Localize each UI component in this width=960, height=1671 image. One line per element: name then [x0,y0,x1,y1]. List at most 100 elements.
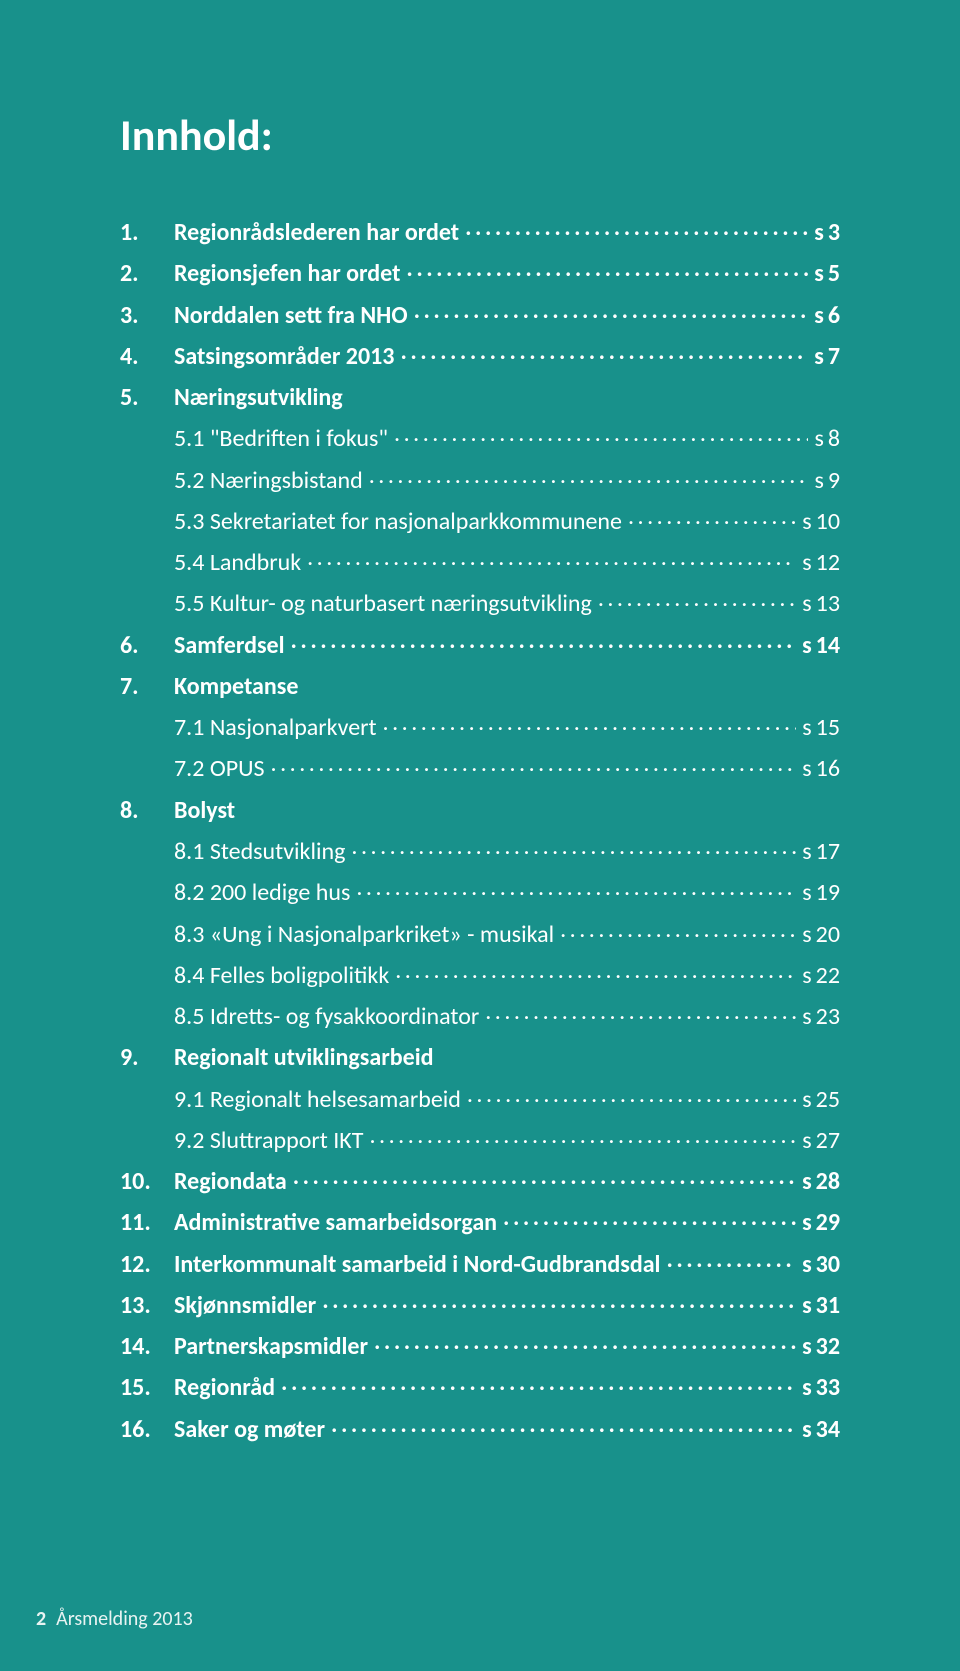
footer-text: Årsmelding 2013 [56,1607,193,1631]
toc-entry: 5.4 Landbruk s12 [120,542,840,583]
page-prefix: s [814,336,824,377]
toc-entry-page: s34 [802,1409,840,1450]
toc-entry-page-number: 19 [816,872,840,913]
document-page: Innhold: 1.Regionrådslederen har ordets3… [0,0,960,1671]
toc-entry-page: s13 [802,583,840,624]
toc-entry-number: 11. [120,1202,174,1243]
toc-entry-label: Saker og møter [174,1409,325,1450]
toc-entry-label: Norddalen sett fra NHO [174,295,408,336]
toc-entry-page-number: 13 [816,583,840,624]
toc-entry-page: s14 [802,625,840,666]
toc-leader-dots [467,1083,796,1107]
toc-entry-page: s6 [814,295,840,336]
toc-leader-dots [598,587,796,611]
toc-entry: 5.3 Sekretariatet for nasjonalparkkommun… [120,501,840,542]
page-title: Innhold: [120,108,840,162]
table-of-contents: 1.Regionrådslederen har ordets32.Regions… [120,212,840,1450]
toc-entry-page: s16 [802,748,840,789]
toc-leader-dots [271,752,797,776]
page-prefix: s [802,501,811,542]
toc-entry-number: 4. [120,336,174,377]
toc-entry-page-number: 31 [816,1285,840,1326]
toc-entry-page: s12 [802,542,840,583]
toc-entry-page-number: 9 [828,460,840,501]
toc-entry-page-number: 16 [816,748,840,789]
toc-entry-label: Regionråd [174,1367,275,1408]
toc-leader-dots [356,876,796,900]
toc-entry-number: 12. [120,1244,174,1285]
toc-leader-dots [322,1289,796,1313]
toc-entry-page-number: 23 [816,996,840,1037]
toc-entry-page-number: 15 [816,707,840,748]
toc-leader-dots [628,505,796,529]
toc-entry: 16.Saker og møter s34 [120,1409,840,1450]
toc-leader-dots [503,1206,796,1230]
toc-entry: 10.Regiondatas28 [120,1161,840,1202]
toc-entry-number: 15. [120,1367,174,1408]
toc-entry-label: Regionsjefen har ordet [174,253,400,294]
toc-leader-dots [414,299,809,323]
toc-entry-page: s19 [802,872,840,913]
toc-entry: 8.Bolyst [120,790,840,831]
toc-entry: 7.1 Nasjonalparkverts15 [120,707,840,748]
toc-entry-number: 2. [120,253,174,294]
toc-entry: 8.3 «Ung i Nasjonalparkriket» - musikals… [120,914,840,955]
page-prefix: s [802,1244,812,1285]
toc-entry-page-number: 28 [816,1161,840,1202]
toc-entry-page-number: 17 [816,831,840,872]
toc-entry-page-number: 30 [816,1244,840,1285]
toc-entry-page-number: 3 [828,212,840,253]
toc-entry-page-number: 20 [816,914,840,955]
toc-entry: 8.5 Idretts- og fysakkoordinators23 [120,996,840,1037]
toc-entry-page-number: 6 [828,295,840,336]
page-prefix: s [814,212,824,253]
toc-leader-dots [351,835,796,859]
toc-entry-page: s9 [814,460,840,501]
toc-entry-number: 6. [120,625,174,666]
toc-entry: 11.Administrative samarbeidsorgan s29 [120,1202,840,1243]
toc-entry-label: 7.2 OPUS [174,748,265,789]
toc-entry: 7.2 OPUS s16 [120,748,840,789]
toc-entry-label: Regionrådslederen har ordet [174,212,459,253]
toc-entry-page: s22 [802,955,840,996]
toc-entry: 13.Skjønnsmidlers31 [120,1285,840,1326]
toc-leader-dots [281,1371,796,1395]
toc-entry-page-number: 14 [816,625,840,666]
toc-entry-label: 8.4 Felles boligpolitikk [174,955,389,996]
toc-entry: 5.2 Næringsbistands9 [120,460,840,501]
toc-entry: 12.Interkommunalt samarbeid i Nord-Gudbr… [120,1244,840,1285]
toc-entry-page: s27 [802,1120,840,1161]
toc-leader-dots [369,464,809,488]
toc-leader-dots [400,340,808,364]
toc-entry: 7.Kompetanse [120,666,840,707]
toc-entry-page: s15 [802,707,840,748]
toc-entry-number: 16. [120,1409,174,1450]
toc-entry-label: Skjønnsmidler [174,1285,316,1326]
toc-entry-label: Regionalt utviklingsarbeid [174,1037,434,1078]
toc-leader-dots [394,422,808,446]
toc-entry-number: 1. [120,212,174,253]
toc-entry-label: Bolyst [174,790,235,831]
toc-entry-label: Administrative samarbeidsorgan [174,1202,497,1243]
toc-entry: 8.1 Stedsutviklings17 [120,831,840,872]
toc-entry-number: 14. [120,1326,174,1367]
toc-entry-page: s23 [802,996,840,1037]
toc-entry-number: 8. [120,790,174,831]
toc-entry-page-number: 10 [816,501,840,542]
toc-leader-dots [560,918,796,942]
page-prefix: s [802,1367,812,1408]
page-prefix: s [802,583,811,624]
toc-leader-dots [307,546,796,570]
toc-leader-dots [293,1165,796,1189]
toc-entry-label: Næringsutvikling [174,377,343,418]
toc-entry-label: 5.5 Kultur- og naturbasert næringsutvikl… [174,583,592,624]
toc-leader-dots [331,1413,796,1437]
toc-entry-page-number: 7 [828,336,840,377]
toc-entry-label: 5.4 Landbruk [174,542,301,583]
toc-entry-page: s28 [802,1161,840,1202]
toc-entry-label: Partnerskapsmidler [174,1326,368,1367]
toc-leader-dots [383,711,797,735]
page-prefix: s [802,955,811,996]
toc-entry-label: 8.2 200 ledige hus [174,872,350,913]
toc-entry-page: s29 [802,1202,840,1243]
